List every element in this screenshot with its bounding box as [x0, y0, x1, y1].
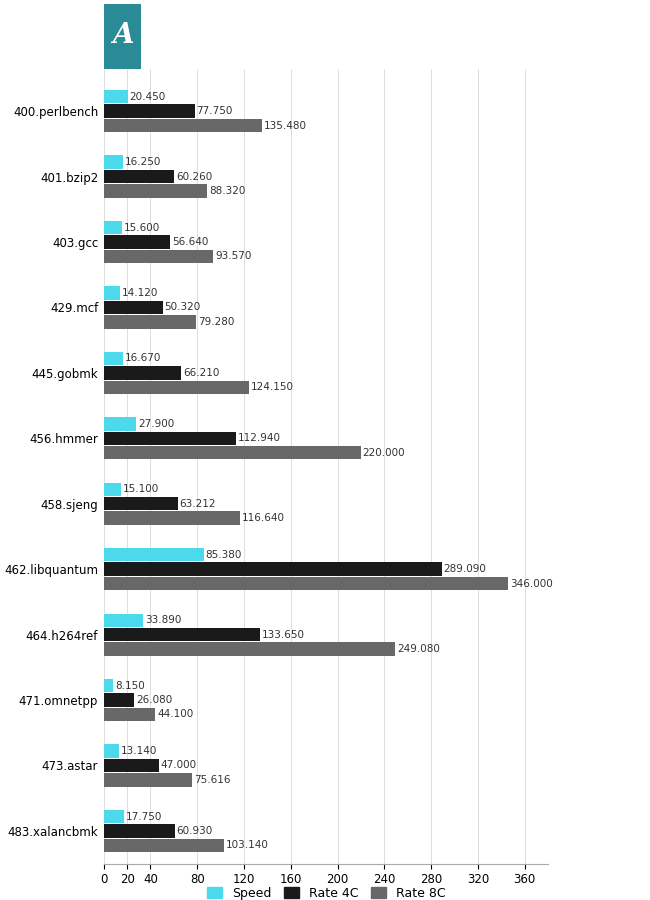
Bar	[104, 810, 125, 824]
Bar	[104, 286, 120, 300]
Text: 50.320: 50.320	[164, 302, 201, 312]
Text: 60.930: 60.930	[177, 826, 213, 836]
Text: 26.080: 26.080	[136, 695, 172, 705]
Text: 124.150: 124.150	[251, 382, 294, 392]
Text: 14.120: 14.120	[122, 288, 159, 298]
Text: 135.480: 135.480	[264, 121, 307, 130]
Bar	[104, 156, 123, 169]
Text: 56.640: 56.640	[172, 237, 208, 247]
Text: 75.616: 75.616	[194, 775, 230, 785]
Text: 16.670: 16.670	[125, 354, 161, 364]
Bar	[104, 824, 175, 838]
Text: Tegra Xavier AGX - SPECint2006 Speed vs Rate Estimate: Tegra Xavier AGX - SPECint2006 Speed vs …	[146, 16, 650, 34]
Bar	[104, 497, 177, 510]
Legend: Speed, Rate 4C, Rate 8C: Speed, Rate 4C, Rate 8C	[202, 882, 450, 900]
Bar	[104, 446, 361, 459]
Bar	[104, 418, 136, 430]
Text: 15.600: 15.600	[124, 222, 160, 232]
Bar	[104, 614, 144, 627]
Text: 103.140: 103.140	[226, 841, 269, 850]
Text: 79.280: 79.280	[198, 317, 235, 327]
Bar	[104, 170, 174, 184]
Text: 133.650: 133.650	[262, 630, 305, 640]
Text: 289.090: 289.090	[443, 564, 486, 574]
Bar	[104, 707, 155, 721]
Bar	[104, 679, 113, 692]
Text: 16.250: 16.250	[125, 158, 161, 167]
Text: 66.210: 66.210	[183, 368, 219, 378]
Bar	[104, 744, 119, 758]
Text: 60.260: 60.260	[176, 172, 212, 182]
Text: 20.450: 20.450	[129, 92, 166, 102]
Bar	[104, 759, 159, 772]
Text: 112.940: 112.940	[237, 433, 281, 444]
Bar	[104, 249, 213, 263]
Text: 93.570: 93.570	[215, 251, 252, 261]
Bar	[104, 90, 127, 104]
Bar	[104, 119, 262, 132]
Bar	[104, 366, 181, 380]
Bar	[104, 511, 240, 525]
Text: 88.320: 88.320	[209, 186, 245, 196]
Bar	[104, 643, 395, 656]
Bar	[104, 773, 192, 787]
Text: 85.380: 85.380	[205, 550, 242, 560]
Text: 346.000: 346.000	[510, 579, 553, 589]
Text: 13.140: 13.140	[121, 746, 157, 756]
Text: 15.100: 15.100	[123, 484, 159, 494]
Text: A: A	[112, 22, 133, 49]
Bar	[104, 839, 224, 852]
Bar	[104, 104, 194, 118]
Bar	[104, 184, 207, 198]
Bar	[104, 693, 134, 706]
Bar	[104, 220, 122, 234]
Bar	[104, 482, 122, 496]
Bar	[104, 235, 170, 248]
Bar	[104, 432, 236, 445]
Bar	[104, 315, 196, 328]
Text: 47.000: 47.000	[161, 760, 196, 770]
Text: 116.640: 116.640	[242, 513, 285, 523]
Bar	[104, 4, 142, 68]
Bar	[104, 301, 162, 314]
Text: 8.150: 8.150	[115, 680, 145, 690]
Bar	[104, 352, 124, 365]
Bar	[104, 548, 203, 562]
Text: 249.080: 249.080	[396, 644, 439, 654]
Text: 17.750: 17.750	[126, 812, 162, 822]
Text: 33.890: 33.890	[145, 616, 181, 625]
Text: 27.900: 27.900	[138, 418, 174, 429]
Text: 44.100: 44.100	[157, 709, 193, 719]
Text: 63.212: 63.212	[179, 499, 216, 508]
Text: Score - Higher is better: Score - Higher is better	[146, 48, 292, 61]
Bar	[104, 628, 260, 642]
Text: 220.000: 220.000	[363, 447, 406, 458]
Bar	[104, 381, 249, 394]
Bar	[104, 577, 508, 590]
Bar	[104, 562, 442, 576]
Text: 77.750: 77.750	[196, 106, 233, 116]
